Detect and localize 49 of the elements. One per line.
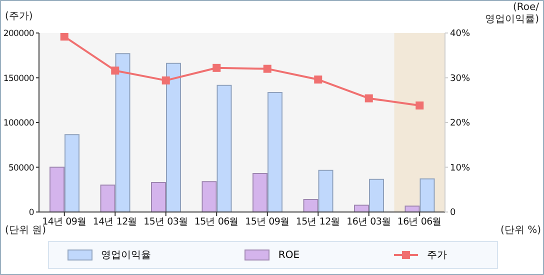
- y2-tick-label: 20%: [450, 118, 470, 129]
- x-tick-label: 15년 09월: [245, 216, 290, 228]
- point: [111, 66, 120, 75]
- y-tick-label: 50000: [8, 163, 34, 174]
- bar: [64, 134, 80, 212]
- y2-tick-label: 0: [450, 208, 456, 218]
- y-tick-label: 0: [28, 208, 34, 218]
- point: [314, 76, 322, 84]
- bar: [151, 182, 166, 212]
- bar: [115, 53, 130, 212]
- y-axis-title: (주가): [5, 11, 33, 23]
- text: (단위 %): [500, 225, 541, 237]
- bar: [252, 173, 268, 212]
- bar: [318, 170, 334, 212]
- point: [364, 94, 373, 102]
- bar: [369, 178, 384, 212]
- point: [162, 76, 170, 84]
- x-tick-label: 15년 12월: [296, 216, 340, 228]
- x-tick-label: 16년 06월: [397, 216, 442, 228]
- legend-label: 주가: [426, 249, 447, 262]
- bar: [303, 198, 318, 212]
- point: [263, 64, 272, 73]
- y2-axis-title: (Roe/ 영업이익률): [485, 2, 539, 26]
- point: [60, 33, 68, 41]
- legend-label: ROE: [278, 250, 300, 260]
- bar: [216, 84, 232, 212]
- y2-tick-label: 30%: [450, 74, 470, 84]
- y-tick-label: 200000: [3, 29, 34, 40]
- legend-label: 영업이익율: [101, 249, 151, 262]
- text: (단위 원): [5, 225, 46, 237]
- point: [416, 101, 424, 110]
- x-tick-label: 14년 12월: [92, 216, 138, 228]
- bar: [404, 206, 420, 212]
- bar: [202, 181, 217, 212]
- bar: [100, 184, 116, 212]
- x-tick-label: 15년 03월: [144, 216, 188, 228]
- bar: [268, 92, 282, 212]
- y-tick-label: 100000: [3, 118, 34, 129]
- x-tick-label: 15년 06월: [194, 216, 239, 228]
- y2-tick-label: 10%: [450, 163, 470, 174]
- point: [212, 64, 221, 72]
- x-tick-label: 16년 03월: [346, 216, 392, 228]
- bar: [354, 204, 369, 212]
- bar: [50, 166, 64, 212]
- x-tick-label: 14년 09월: [42, 216, 87, 228]
- bar: [166, 62, 181, 212]
- y-tick-label: 150000: [3, 74, 34, 84]
- y2-tick-label: 40%: [450, 29, 470, 40]
- bar: [420, 178, 435, 212]
